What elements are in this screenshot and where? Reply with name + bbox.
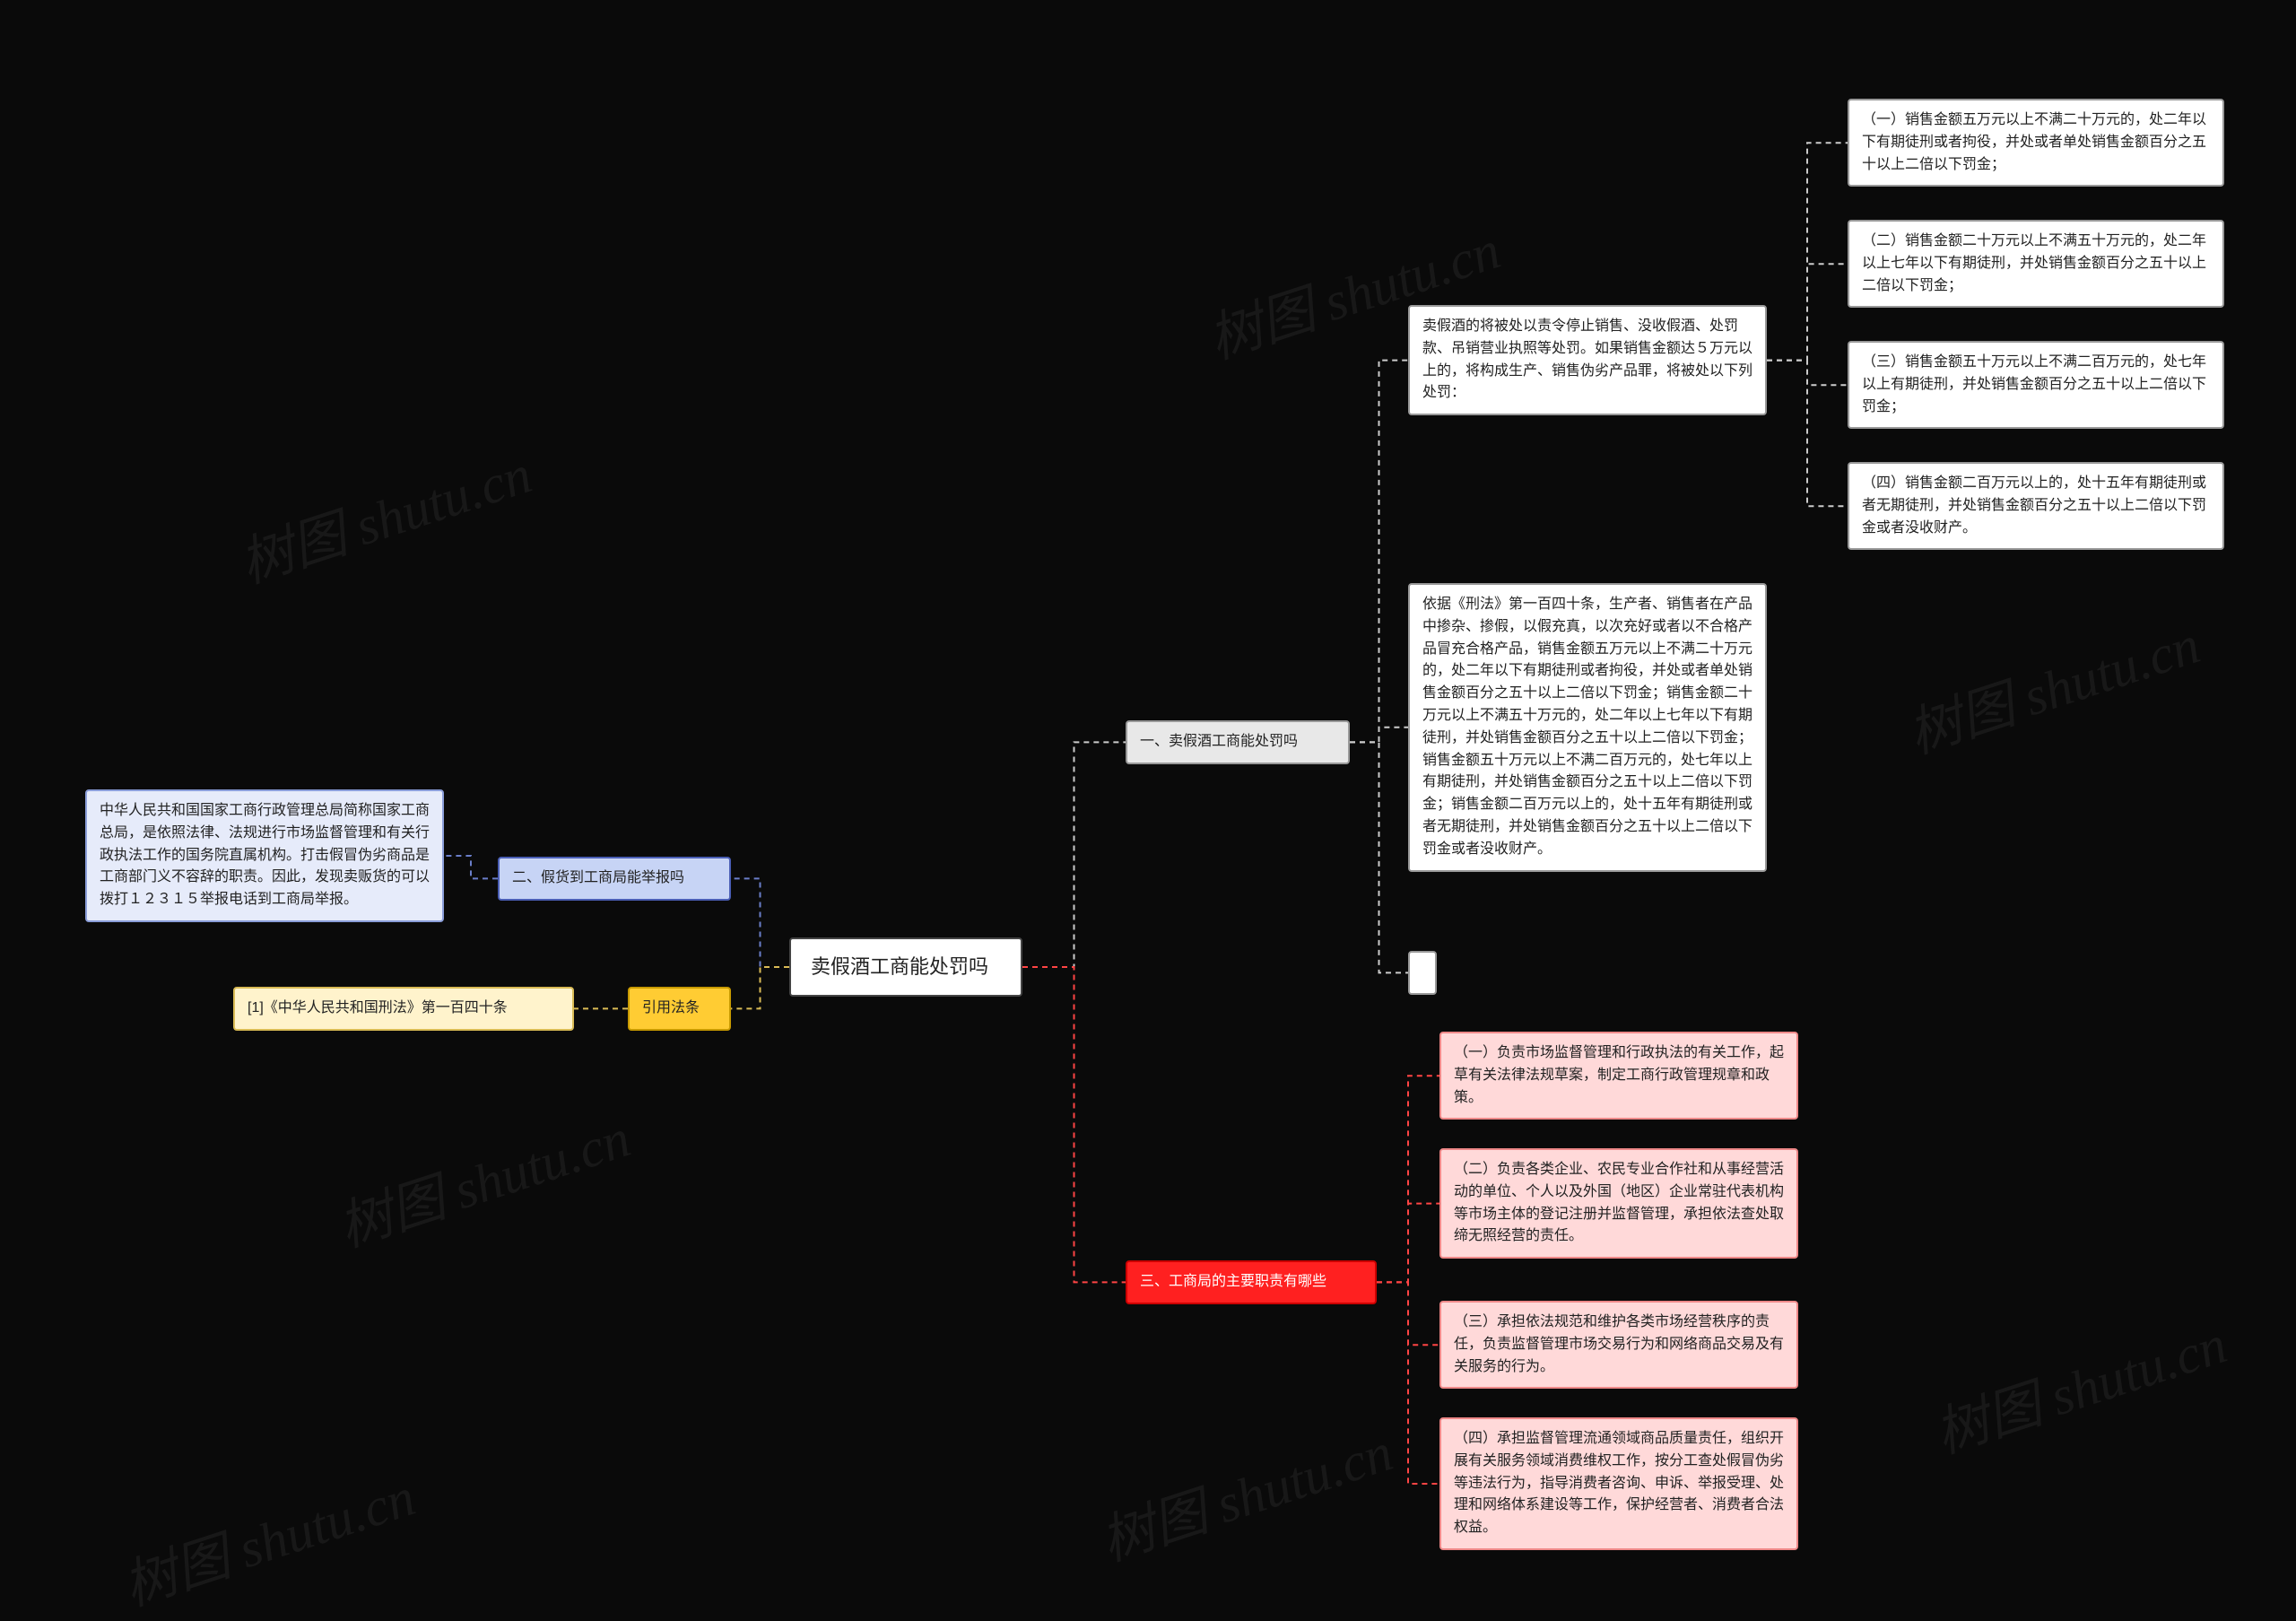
leaf-b3d: （四）承担监督管理流通领域商品质量责任，组织开展有关服务领域消费维权工作，按分工… <box>1439 1417 1798 1550</box>
leaf-b1a2: （二）销售金额二十万元以上不满五十万元的，处二年以上七年以下有期徒刑，并处销售金… <box>1848 220 2224 308</box>
branch-one[interactable]: 一、卖假酒工商能处罚吗 <box>1126 720 1350 764</box>
watermark: 树图 shutu.cn <box>327 1094 639 1262</box>
branch-four[interactable]: 引用法条 <box>628 987 731 1031</box>
leaf-b1a4: （四）销售金额二百万元以上的，处十五年有期徒刑或者无期徒刑，并处销售金额百分之五… <box>1848 462 2224 550</box>
branch-two[interactable]: 二、假货到工商局能举报吗 <box>498 857 731 901</box>
watermark: 树图 shutu.cn <box>1924 1301 2235 1468</box>
watermark: 树图 shutu.cn <box>112 1453 423 1621</box>
watermark: 树图 shutu.cn <box>1090 1408 1401 1576</box>
leaf-b1a1: （一）销售金额五万元以上不满二十万元的，处二年以下有期徒刑或者拘役，并处或者单处… <box>1848 99 2224 187</box>
leaf-b4a: [1]《中华人民共和国刑法》第一百四十条 <box>233 987 574 1031</box>
leaf-b1b: 依据《刑法》第一百四十条，生产者、销售者在产品中掺杂、掺假，以假充真，以次充好或… <box>1408 583 1767 872</box>
leaf-b3b: （二）负责各类企业、农民专业合作社和从事经营活动的单位、个人以及外国（地区）企业… <box>1439 1148 1798 1259</box>
leaf-b2a: 中华人民共和国国家工商行政管理总局简称国家工商总局，是依照法律、法规进行市场监督… <box>85 789 444 922</box>
leaf-b3c: （三）承担依法规范和维护各类市场经营秩序的责任，负责监督管理市场交易行为和网络商… <box>1439 1301 1798 1389</box>
leaf-b1c <box>1408 951 1437 995</box>
leaf-b1a3: （三）销售金额五十万元以上不满二百万元的，处七年以上有期徒刑，并处销售金额百分之… <box>1848 341 2224 429</box>
watermark: 树图 shutu.cn <box>1897 601 2208 769</box>
branch-three[interactable]: 三、工商局的主要职责有哪些 <box>1126 1260 1377 1304</box>
root-node[interactable]: 卖假酒工商能处罚吗 <box>789 937 1022 997</box>
leaf-b3a: （一）负责市场监督管理和行政执法的有关工作，起草有关法律法规草案，制定工商行政管… <box>1439 1032 1798 1120</box>
watermark: 树图 shutu.cn <box>229 431 540 598</box>
leaf-b1a: 卖假酒的将被处以责令停止销售、没收假酒、处罚款、吊销营业执照等处罚。如果销售金额… <box>1408 305 1767 415</box>
